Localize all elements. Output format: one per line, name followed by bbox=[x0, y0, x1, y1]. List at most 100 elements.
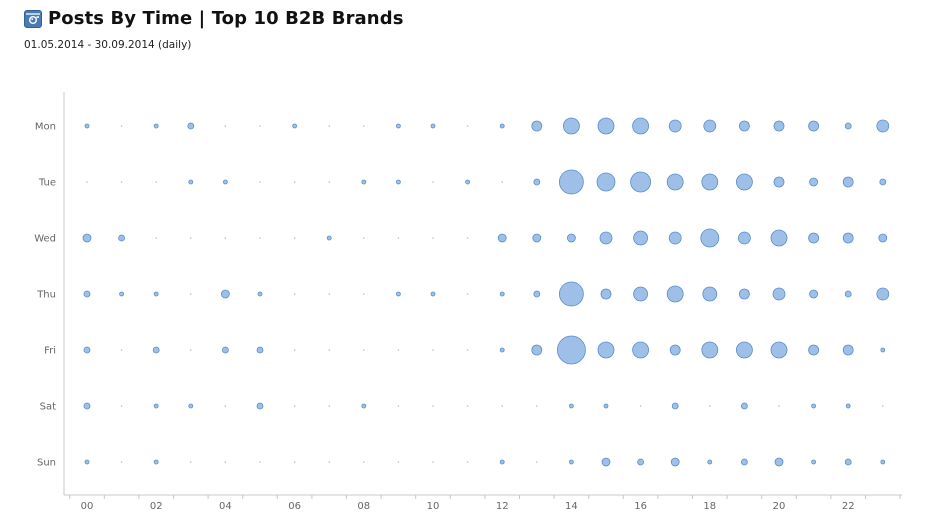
bubble-point bbox=[666, 285, 684, 303]
chart-header: Posts By Time | Top 10 B2B Brands 01.05.… bbox=[24, 8, 404, 51]
bubble-point bbox=[739, 288, 750, 300]
bubble-point-empty bbox=[190, 293, 192, 295]
y-category-label: Fri bbox=[44, 346, 56, 357]
bubble-point bbox=[532, 233, 542, 243]
y-category-label: Wed bbox=[34, 234, 56, 245]
bubble-point bbox=[430, 123, 436, 129]
x-tick-label: 12 bbox=[496, 501, 509, 512]
bubble-point bbox=[292, 123, 298, 129]
bubble-point-empty bbox=[190, 237, 192, 239]
bubble-point-empty bbox=[536, 405, 538, 407]
bubble-point-empty bbox=[224, 461, 227, 463]
bubble-point bbox=[395, 123, 401, 129]
bubble-point bbox=[632, 117, 649, 135]
bubble-point-empty bbox=[639, 405, 642, 407]
bubble-point bbox=[632, 341, 649, 359]
bubble-point bbox=[702, 286, 718, 302]
chart-subtitle: 01.05.2014 - 30.09.2014 (daily) bbox=[24, 39, 192, 51]
bubble-point-empty bbox=[293, 349, 296, 351]
bubble-point bbox=[533, 290, 541, 298]
bubble-point bbox=[701, 341, 719, 359]
bubble-point-empty bbox=[224, 405, 227, 407]
bubble-point-empty bbox=[363, 461, 365, 463]
bubble-point bbox=[741, 458, 748, 466]
bubble-point bbox=[188, 179, 194, 185]
bubble-point bbox=[880, 459, 886, 465]
bubble-point-empty bbox=[155, 181, 157, 183]
bubble-point bbox=[844, 122, 852, 130]
x-tick-label: 06 bbox=[288, 501, 301, 512]
bubble-point bbox=[83, 402, 91, 410]
bubble-point bbox=[152, 346, 160, 354]
bubble-point bbox=[601, 457, 611, 467]
bubble-point bbox=[84, 459, 90, 465]
bubble-point bbox=[188, 403, 194, 409]
x-tick-label: 08 bbox=[357, 501, 370, 512]
bubble-point bbox=[83, 346, 91, 354]
bubble-point bbox=[256, 346, 264, 354]
bubble-point bbox=[395, 179, 401, 185]
bubble-point bbox=[596, 172, 616, 192]
bubble-point-empty bbox=[120, 405, 123, 407]
bubble-point-empty bbox=[224, 125, 227, 127]
bubble-point-empty bbox=[432, 349, 434, 351]
bubble-point bbox=[557, 335, 586, 365]
bubble-point bbox=[256, 402, 264, 410]
bubble-point bbox=[668, 119, 682, 133]
bubble-point-empty bbox=[432, 405, 434, 407]
bubble-point bbox=[770, 341, 788, 359]
bubble-point bbox=[187, 122, 195, 130]
bubble-point bbox=[637, 458, 644, 466]
y-category-label: Sun bbox=[37, 458, 56, 469]
bubble-point-empty bbox=[328, 405, 331, 407]
bubble-point bbox=[668, 231, 682, 245]
bubble-point bbox=[879, 178, 887, 186]
bubble-point-empty bbox=[259, 237, 261, 239]
bubble-point bbox=[597, 341, 615, 359]
bubble-point-empty bbox=[363, 293, 365, 295]
bubble-point-empty bbox=[328, 349, 331, 351]
bubble-point bbox=[845, 403, 851, 409]
bubble-point bbox=[671, 402, 679, 410]
bubble-point bbox=[773, 176, 785, 188]
bubble-point bbox=[773, 120, 785, 132]
bubble-point bbox=[559, 169, 584, 195]
camera-icon bbox=[24, 9, 42, 28]
bubble-point bbox=[772, 287, 786, 301]
bubble-point-empty bbox=[466, 349, 469, 351]
bubble-point-empty bbox=[363, 349, 365, 351]
bubble-point-empty bbox=[224, 237, 227, 239]
x-tick-label: 18 bbox=[703, 501, 716, 512]
bubble-point bbox=[666, 173, 684, 191]
bubble-point bbox=[257, 291, 263, 297]
bubble-point-empty bbox=[293, 461, 296, 463]
bubble-point bbox=[153, 459, 159, 465]
bubble-point bbox=[567, 233, 576, 243]
bubble-point-empty bbox=[259, 461, 261, 463]
bubble-point-empty bbox=[155, 237, 157, 239]
bubble-point-empty bbox=[363, 237, 365, 239]
bubble-point bbox=[499, 459, 505, 465]
bubble-point bbox=[563, 117, 580, 135]
bubble-point bbox=[669, 344, 681, 356]
bubble-point-empty bbox=[397, 405, 400, 407]
y-category-label: Mon bbox=[35, 122, 56, 133]
bubble-point bbox=[465, 179, 471, 185]
x-tick-label: 16 bbox=[634, 501, 647, 512]
bubble-point bbox=[569, 403, 574, 409]
bubble-point-empty bbox=[536, 461, 538, 463]
bubble-point bbox=[153, 291, 159, 297]
bubble-point bbox=[118, 234, 125, 242]
bubble-point-empty bbox=[120, 181, 123, 183]
bubble-point bbox=[670, 457, 680, 467]
bubble-point-empty bbox=[397, 237, 400, 239]
bubble-point bbox=[630, 171, 651, 193]
y-category-label: Tue bbox=[38, 178, 56, 189]
bubble-point-empty bbox=[190, 349, 192, 351]
bubble-point bbox=[842, 232, 854, 244]
bubble-point-empty bbox=[466, 293, 469, 295]
bubble-point-empty bbox=[328, 181, 331, 183]
bubble-point-empty bbox=[328, 125, 331, 127]
x-tick-label: 14 bbox=[565, 501, 578, 512]
